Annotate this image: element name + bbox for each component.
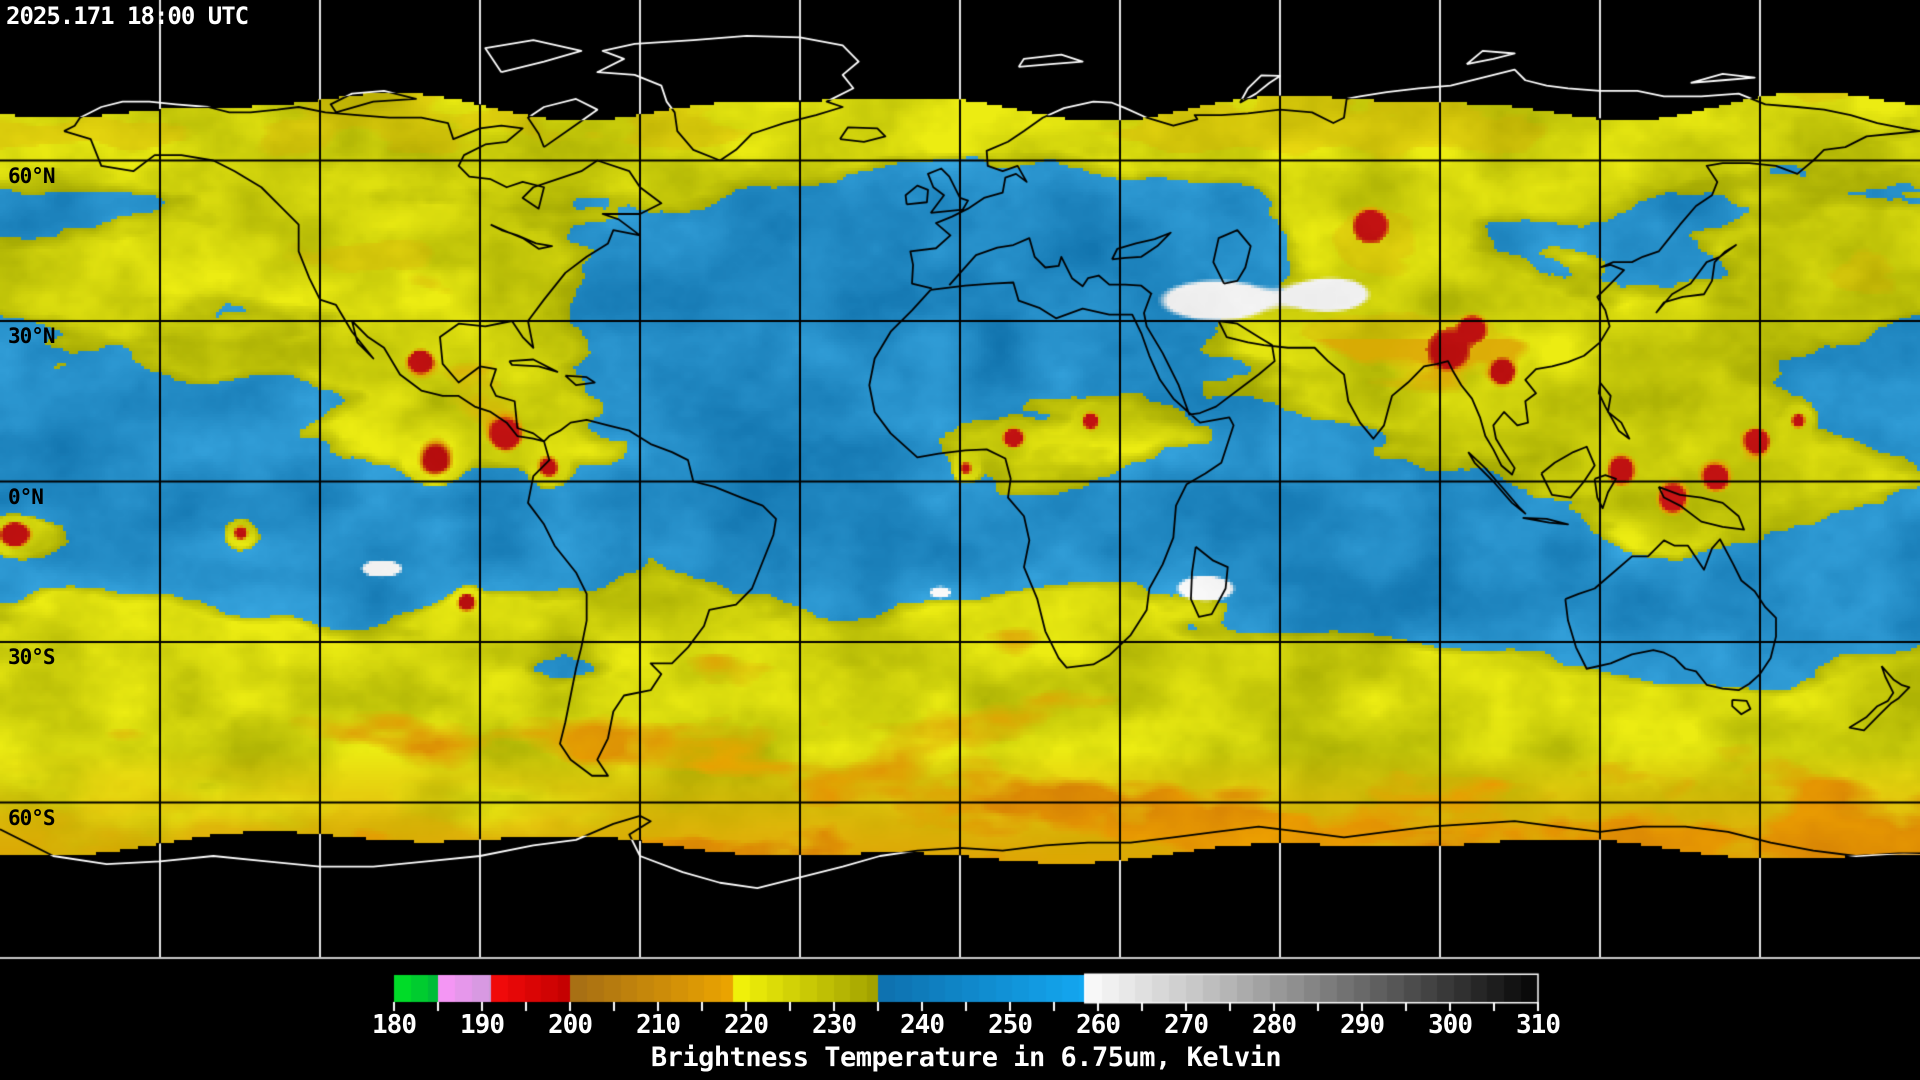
- colorbar-tick-label: 260: [1076, 1010, 1121, 1040]
- colorbar-tick-label: 210: [636, 1010, 681, 1040]
- latitude-label: 0°N: [8, 484, 44, 509]
- colorbar-tick-label: 240: [900, 1010, 945, 1040]
- timestamp: 2025.171 18:00 UTC: [6, 2, 249, 30]
- latitude-label: 30°S: [8, 645, 56, 669]
- colorbar-tick-label: 190: [460, 1010, 505, 1040]
- colorbar-tick-label: 250: [988, 1010, 1033, 1040]
- colorbar-tick-label: 280: [1252, 1010, 1297, 1040]
- latitude-label: 30°N: [8, 324, 56, 348]
- colorbar-tick-label: 300: [1428, 1010, 1473, 1040]
- colorbar-tick-label: 270: [1164, 1010, 1209, 1040]
- colorbar-title: Brightness Temperature in 6.75um, Kelvin: [650, 1042, 1282, 1073]
- colorbar-tick-label: 230: [812, 1010, 857, 1040]
- colorbar-tick-label: 220: [724, 1010, 769, 1040]
- colorbar-tick-label: 310: [1516, 1010, 1561, 1040]
- colorbar-tick-label: 180: [372, 1010, 417, 1040]
- colorbar-tick-label: 200: [548, 1010, 593, 1040]
- latitude-label: 60°N: [8, 163, 56, 188]
- colorbar-tick-label: 290: [1340, 1010, 1385, 1040]
- latitude-label: 60°S: [8, 805, 56, 830]
